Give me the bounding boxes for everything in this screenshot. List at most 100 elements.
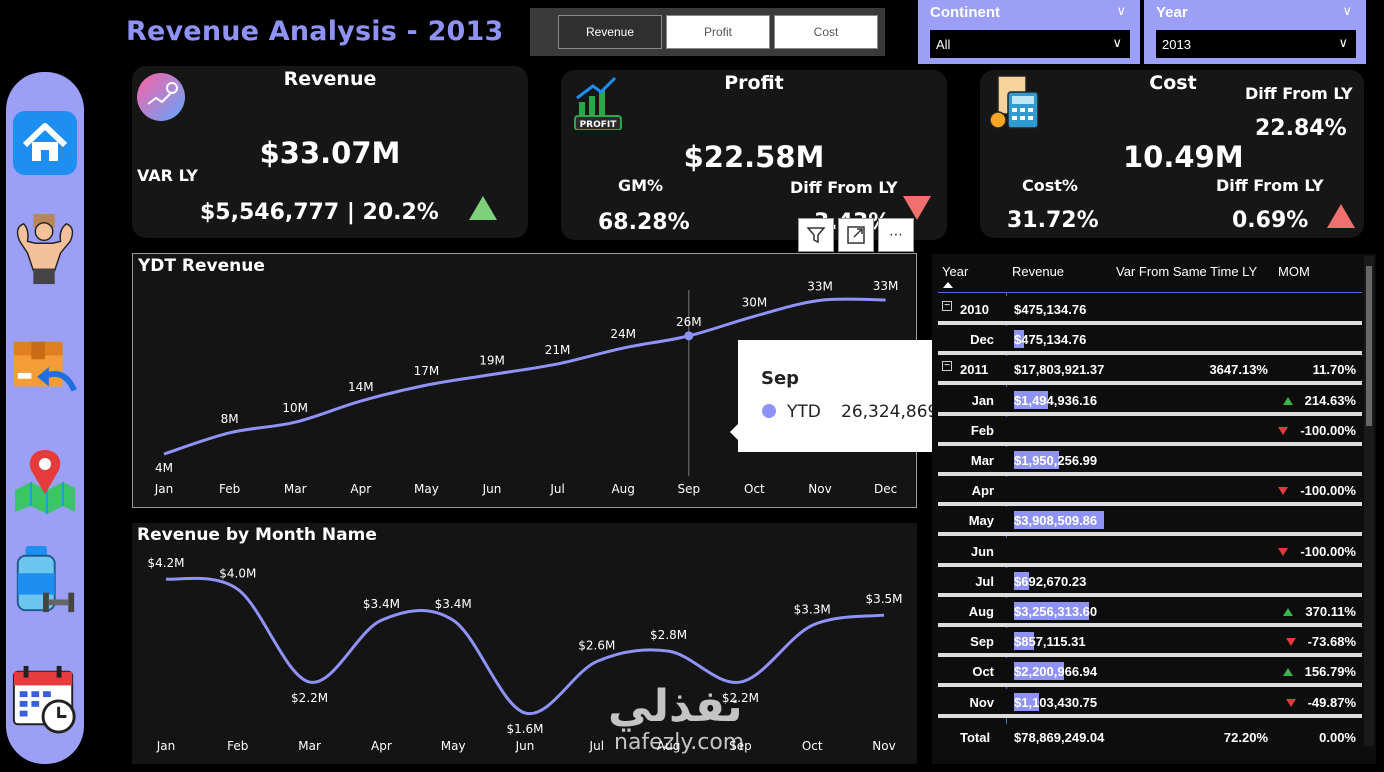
toggle-cost-button[interactable]: Cost: [774, 15, 878, 49]
tooltip-month: Sep: [761, 368, 800, 389]
row-separator: [938, 532, 1362, 537]
total-label: Total: [960, 730, 991, 745]
table-year-row[interactable]: −2011 $17,803,921.37 3647.13% 11.70%: [938, 356, 1362, 386]
chevron-down-icon[interactable]: ∨: [1342, 4, 1352, 19]
table-row[interactable]: Nov $1,103,430.75 -49.87%: [938, 688, 1362, 718]
row-separator: [938, 713, 1362, 718]
home-icon[interactable]: [10, 108, 80, 178]
year-selected-value: 2013: [1162, 37, 1191, 52]
filter-icon[interactable]: [798, 218, 834, 252]
continent-slicer: Continent ∨ All ∨: [918, 0, 1140, 64]
cost-kpi-title: Cost: [1149, 72, 1197, 94]
revenue-data-bar: [1014, 511, 1104, 530]
revenue-data-bar: [1014, 451, 1059, 469]
data-label: 33M: [873, 279, 899, 293]
revenue-var-label: VAR LY: [137, 166, 198, 185]
tooltip-series-dot: [762, 404, 776, 418]
revenue-matrix-table[interactable]: Year Revenue Var From Same Time LY MOM −…: [932, 254, 1376, 764]
total-revenue: $78,869,249.04: [1014, 730, 1105, 745]
profit-diff-label: Diff From LY: [790, 178, 898, 197]
header-divider: [938, 292, 1362, 293]
revenue-kpi-card: Revenue $33.07M VAR LY $5,546,777 | 20.2…: [132, 66, 528, 238]
table-row[interactable]: Mar $1,950,256.99: [938, 447, 1362, 476]
total-mom: 0.00%: [1319, 730, 1356, 745]
table-row[interactable]: Oct $2,200,966.94 156.79%: [938, 658, 1362, 688]
year-slicer: Year ∨ 2013 ∨: [1144, 0, 1366, 64]
table-row[interactable]: Sep $857,115.31 -73.68%: [938, 628, 1362, 658]
bodybuilder-icon[interactable]: [10, 214, 80, 286]
supplements-icon[interactable]: [10, 546, 80, 616]
data-label: $4.2M: [147, 556, 184, 570]
row-mom: -49.87%: [1285, 695, 1356, 710]
x-tick-label: Sep: [677, 482, 700, 496]
trend-down-icon: [1278, 547, 1289, 556]
revenue-chart-icon: [136, 72, 186, 126]
more-options-icon[interactable]: ⋯: [878, 218, 914, 252]
row-mom: -73.68%: [1285, 634, 1356, 650]
row-label: Jul: [975, 573, 994, 589]
map-pin-icon[interactable]: [10, 446, 80, 516]
table-row[interactable]: Jan $1,494,936.16 214.63%: [938, 386, 1362, 416]
row-mom-value: -73.68%: [1307, 634, 1356, 650]
col-header-mom[interactable]: MOM: [1278, 264, 1310, 279]
return-box-icon[interactable]: [10, 334, 80, 404]
row-mom-value: -100.00%: [1300, 422, 1356, 438]
col-header-revenue[interactable]: Revenue: [1012, 264, 1065, 279]
focus-mode-icon[interactable]: [838, 218, 874, 252]
ytd-chart-title: YDT Revenue: [138, 256, 265, 276]
col-header-var[interactable]: Var From Same Time LY: [1116, 264, 1258, 279]
profit-gm-label: GM%: [618, 176, 664, 195]
tooltip-pointer: [730, 424, 738, 440]
row-label: May: [968, 513, 994, 529]
data-label: 33M: [807, 279, 833, 293]
table-scrollbar[interactable]: [1364, 256, 1374, 746]
table-row[interactable]: Dec $475,134.76: [938, 326, 1362, 356]
revenue-data-bar: [1014, 692, 1040, 711]
collapse-icon[interactable]: −: [942, 301, 952, 311]
data-label: $4.0M: [219, 566, 256, 580]
table-row[interactable]: Aug $3,256,313.60 370.11%: [938, 598, 1362, 627]
data-label: $2.2M: [291, 691, 328, 705]
profit-chart-icon: PROFIT: [573, 76, 623, 134]
profit-kpi-title: Profit: [724, 72, 784, 94]
row-revenue: $857,115.31: [1014, 634, 1086, 650]
ytd-revenue-chart[interactable]: YDT Revenue 4M Jan 8M Feb 10M Mar 14M Apr 17M May…: [132, 253, 917, 508]
x-tick-label: Jan: [156, 739, 176, 753]
row-mom-value: 214.63%: [1304, 392, 1356, 408]
nafezly-watermark: نفذلي nafezly.com: [608, 681, 744, 756]
table-row[interactable]: May $3,908,509.86: [938, 507, 1362, 537]
calendar-clock-icon[interactable]: [10, 664, 80, 734]
row-mom: 370.11%: [1283, 604, 1356, 619]
table-row[interactable]: Feb -100.00%: [938, 416, 1362, 446]
revenue-by-month-chart[interactable]: Revenue by Month Name $4.2M Jan $4.0M Feb $2…: [132, 523, 917, 764]
cost-kpi-value: 10.49M: [1123, 140, 1244, 174]
row-separator: [938, 502, 1362, 507]
row-mom: -100.00%: [1278, 483, 1356, 498]
data-label: 4M: [155, 461, 173, 475]
revenue-data-bar: [1014, 571, 1030, 590]
x-tick-label: Jan: [154, 482, 174, 496]
row-revenue: $17,803,921.37: [1014, 362, 1105, 378]
cost-diff-top-value: 22.84%: [1255, 116, 1347, 141]
scrollbar-thumb[interactable]: [1366, 266, 1372, 426]
data-label: 30M: [742, 295, 768, 309]
continent-dropdown[interactable]: All ∨: [930, 30, 1130, 58]
table-row[interactable]: Jul $692,670.23: [938, 567, 1362, 597]
table-row[interactable]: Apr -100.00%: [938, 477, 1362, 507]
x-tick-label: Aug: [611, 482, 634, 496]
col-header-year[interactable]: Year: [942, 264, 969, 279]
table-row[interactable]: Jun -100.00%: [938, 537, 1362, 567]
toggle-profit-button[interactable]: Profit: [666, 15, 770, 49]
sidebar: [6, 72, 84, 764]
row-mom-value: 156.79%: [1304, 664, 1356, 680]
year-dropdown[interactable]: 2013 ∨: [1156, 30, 1356, 58]
x-tick-label: Apr: [371, 739, 392, 753]
chevron-down-icon[interactable]: ∨: [1116, 4, 1126, 19]
watermark-arabic: نفذلي: [608, 681, 743, 732]
collapse-icon[interactable]: −: [942, 361, 952, 372]
table-total-row: Total $78,869,249.04 72.20% 0.00%: [938, 724, 1362, 750]
table-year-row[interactable]: −2010 $475,134.76: [938, 296, 1362, 325]
x-tick-label: Oct: [744, 482, 765, 496]
toggle-revenue-button[interactable]: Revenue: [558, 15, 662, 49]
trend-down-icon: [903, 196, 931, 220]
